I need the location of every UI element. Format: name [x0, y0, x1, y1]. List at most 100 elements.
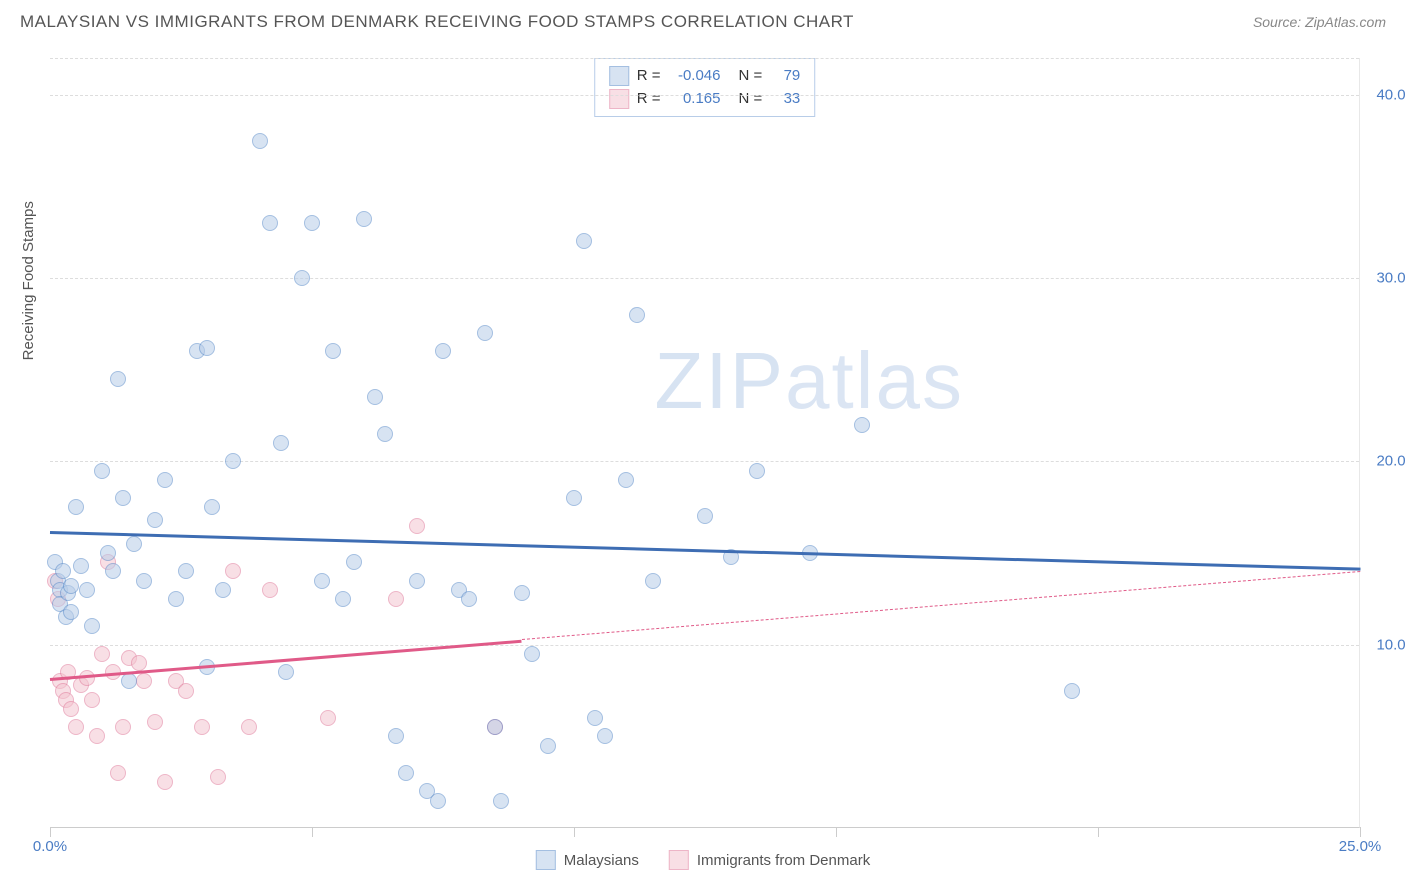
scatter-point [749, 463, 765, 479]
stats-row: R = 0.165 N = 33 [609, 88, 801, 111]
scatter-point [477, 325, 493, 341]
scatter-point [493, 793, 509, 809]
scatter-point [304, 215, 320, 231]
watermark: ZIPatlas [655, 335, 964, 427]
scatter-point [126, 536, 142, 552]
scatter-point [854, 417, 870, 433]
scatter-point [105, 563, 121, 579]
scatter-point [314, 573, 330, 589]
scatter-point [377, 426, 393, 442]
legend-item: Malaysians [536, 850, 639, 870]
scatter-point [84, 692, 100, 708]
scatter-chart: ZIPatlas R =-0.046N =79R =0.165N =33 10.… [50, 58, 1360, 828]
scatter-point [115, 490, 131, 506]
scatter-point [346, 554, 362, 570]
scatter-point [157, 774, 173, 790]
scatter-point [335, 591, 351, 607]
scatter-point [89, 728, 105, 744]
scatter-point [147, 512, 163, 528]
stat-n-label: N = [739, 88, 763, 111]
scatter-point [566, 490, 582, 506]
legend-item: Immigrants from Denmark [669, 850, 870, 870]
x-tick [1098, 827, 1099, 837]
legend-swatch [669, 850, 689, 870]
gridline [50, 58, 1359, 59]
correlation-stats-legend: R = -0.046 N = 79R = 0.165 N = 33 [594, 58, 816, 117]
legend-swatch [609, 89, 629, 109]
scatter-point [68, 499, 84, 515]
scatter-point [409, 573, 425, 589]
scatter-point [110, 765, 126, 781]
scatter-point [136, 673, 152, 689]
y-tick-label: 40.0% [1376, 86, 1406, 103]
source-attribution: Source: ZipAtlas.com [1253, 14, 1386, 30]
scatter-point [225, 453, 241, 469]
scatter-point [178, 563, 194, 579]
gridline [50, 645, 1359, 646]
scatter-point [388, 591, 404, 607]
legend-swatch [609, 66, 629, 86]
scatter-point [514, 585, 530, 601]
stat-n-value: 33 [770, 88, 800, 111]
trend-line [50, 531, 1360, 571]
scatter-point [262, 215, 278, 231]
scatter-point [262, 582, 278, 598]
chart-title: MALAYSIAN VS IMMIGRANTS FROM DENMARK REC… [20, 12, 854, 32]
scatter-point [94, 646, 110, 662]
scatter-point [618, 472, 634, 488]
x-tick [836, 827, 837, 837]
scatter-point [1064, 683, 1080, 699]
scatter-point [63, 604, 79, 620]
scatter-point [215, 582, 231, 598]
scatter-point [645, 573, 661, 589]
legend-label: Immigrants from Denmark [697, 852, 870, 869]
scatter-point [576, 233, 592, 249]
scatter-point [367, 389, 383, 405]
gridline [50, 95, 1359, 96]
scatter-point [157, 472, 173, 488]
scatter-point [204, 499, 220, 515]
scatter-point [325, 343, 341, 359]
legend-swatch [536, 850, 556, 870]
x-tick-label: 25.0% [1339, 838, 1382, 855]
x-tick [50, 827, 51, 837]
scatter-point [629, 307, 645, 323]
stat-r-label: R = [637, 88, 661, 111]
scatter-point [136, 573, 152, 589]
stat-r-value: -0.046 [669, 65, 721, 88]
scatter-point [147, 714, 163, 730]
scatter-point [697, 508, 713, 524]
series-legend: Malaysians Immigrants from Denmark [536, 850, 870, 870]
scatter-point [73, 558, 89, 574]
x-tick [574, 827, 575, 837]
watermark-part2: atlas [785, 336, 964, 425]
watermark-part1: ZIP [655, 336, 785, 425]
y-tick-label: 20.0% [1376, 453, 1406, 470]
scatter-point [540, 738, 556, 754]
x-tick [1360, 827, 1361, 837]
scatter-point [487, 719, 503, 735]
gridline [50, 278, 1359, 279]
scatter-point [524, 646, 540, 662]
scatter-point [252, 133, 268, 149]
scatter-point [168, 591, 184, 607]
stat-r-value: 0.165 [669, 88, 721, 111]
scatter-point [278, 664, 294, 680]
scatter-point [430, 793, 446, 809]
scatter-point [55, 563, 71, 579]
scatter-point [461, 591, 477, 607]
legend-label: Malaysians [564, 852, 639, 869]
y-tick-label: 30.0% [1376, 270, 1406, 287]
stat-n-label: N = [739, 65, 763, 88]
scatter-point [435, 343, 451, 359]
scatter-point [94, 463, 110, 479]
stat-n-value: 79 [770, 65, 800, 88]
scatter-point [388, 728, 404, 744]
stats-row: R =-0.046N =79 [609, 65, 801, 88]
gridline [50, 461, 1359, 462]
scatter-point [121, 673, 137, 689]
scatter-point [194, 719, 210, 735]
scatter-point [587, 710, 603, 726]
scatter-point [597, 728, 613, 744]
scatter-point [68, 719, 84, 735]
